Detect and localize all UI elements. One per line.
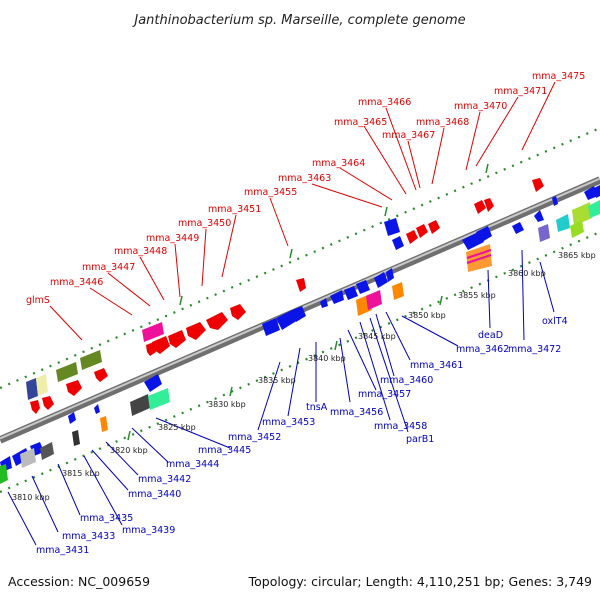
- gene-label-mma-3450: mma_3450: [178, 218, 231, 229]
- tick-3820: 3820 kbp: [110, 446, 148, 455]
- reverse-guide-line: [0, 230, 600, 494]
- gene-label-mma-3439: mma_3439: [122, 525, 175, 536]
- gene-label-mma-3446: mma_3446: [50, 277, 103, 288]
- gene-label-mma-3463: mma_3463: [278, 173, 331, 184]
- gene-label-oxlT4: oxlT4: [542, 316, 568, 327]
- gene-label-parB1: parB1: [406, 434, 434, 445]
- gene-label-mma-3445: mma_3445: [198, 445, 251, 456]
- tick-3840: 3840 kbp: [308, 354, 346, 363]
- gene-label-tnsA: tnsA: [306, 402, 328, 413]
- guide-ticks: [127, 163, 489, 441]
- gene-label-mma-3444: mma_3444: [166, 459, 219, 470]
- tick-3835: 3835 kbp: [258, 376, 296, 385]
- gene-label-mma-3472: mma_3472: [508, 344, 561, 355]
- tick-3830: 3830 kbp: [208, 400, 246, 409]
- tick-3860: 3860 kbp: [508, 269, 546, 278]
- gene-label-mma-3460: mma_3460: [380, 375, 433, 386]
- gene-label-mma-3456: mma_3456: [330, 407, 383, 418]
- gene-label-mma-3465: mma_3465: [334, 117, 387, 128]
- forward-guide-line: [0, 126, 600, 390]
- gene-label-mma-3431: mma_3431: [36, 545, 89, 556]
- gene-label-mma-3466: mma_3466: [358, 97, 411, 108]
- gene-label-mma-3451: mma_3451: [208, 204, 261, 215]
- reverse-gene-labels: mma_3431 mma_3433 mma_3435 mma_3439 mma_…: [36, 316, 568, 556]
- gene-label-mma-3452: mma_3452: [228, 432, 281, 443]
- kbp-tick-labels: 3810 kbp 3815 kbp 3820 kbp 3825 kbp 3830…: [12, 251, 596, 502]
- gene-label-mma-3475: mma_3475: [532, 71, 585, 82]
- reverse-gene-arrows: [0, 185, 600, 472]
- gene-label-mma-3453: mma_3453: [262, 417, 315, 428]
- gene-label-mma-3458: mma_3458: [374, 421, 427, 432]
- gene-label-mma-3467: mma_3467: [382, 130, 435, 141]
- gene-label-mma-3457: mma_3457: [358, 389, 411, 400]
- gene-label-glmS: glmS: [26, 295, 50, 306]
- gene-label-mma-3471: mma_3471: [494, 86, 547, 97]
- other-gene-boxes: [0, 200, 600, 484]
- forward-leaders: [49, 81, 556, 341]
- gene-label-mma-3435: mma_3435: [80, 513, 133, 524]
- gene-label-mma-3449: mma_3449: [146, 233, 199, 244]
- tick-3825: 3825 kbp: [158, 423, 196, 432]
- tick-3855: 3855 kbp: [458, 291, 496, 300]
- gene-label-deaD: deaD: [478, 330, 503, 341]
- genome-summary-text: Topology: circular; Length: 4,110,251 bp…: [248, 574, 592, 589]
- accession-text: Accession: NC_009659: [8, 574, 150, 589]
- gene-label-mma-3470: mma_3470: [454, 101, 507, 112]
- gene-label-mma-3433: mma_3433: [62, 531, 115, 542]
- tick-3810: 3810 kbp: [12, 493, 50, 502]
- gene-label-mma-3455: mma_3455: [244, 187, 297, 198]
- tick-3845: 3845 kbp: [358, 332, 396, 341]
- tick-3850: 3850 kbp: [408, 311, 446, 320]
- tick-3865: 3865 kbp: [558, 251, 596, 260]
- gene-label-mma-3461: mma_3461: [410, 360, 463, 371]
- gene-label-mma-3464: mma_3464: [312, 158, 365, 169]
- forward-gene-labels: glmS mma_3446 mma_3447 mma_3448 mma_3449…: [26, 71, 585, 306]
- gene-label-mma-3468: mma_3468: [416, 117, 469, 128]
- gene-label-mma-3448: mma_3448: [114, 246, 167, 257]
- forward-gene-arrows: [30, 178, 544, 414]
- gene-label-mma-3462: mma_3462: [456, 344, 509, 355]
- gene-label-mma-3447: mma_3447: [82, 262, 135, 273]
- gene-label-mma-3442: mma_3442: [138, 474, 191, 485]
- gene-label-mma-3440: mma_3440: [128, 489, 181, 500]
- map-title: Janthinobacterium sp. Marseille, complet…: [131, 13, 465, 28]
- reverse-leaders: [7, 249, 555, 546]
- tick-3815: 3815 kbp: [62, 469, 100, 478]
